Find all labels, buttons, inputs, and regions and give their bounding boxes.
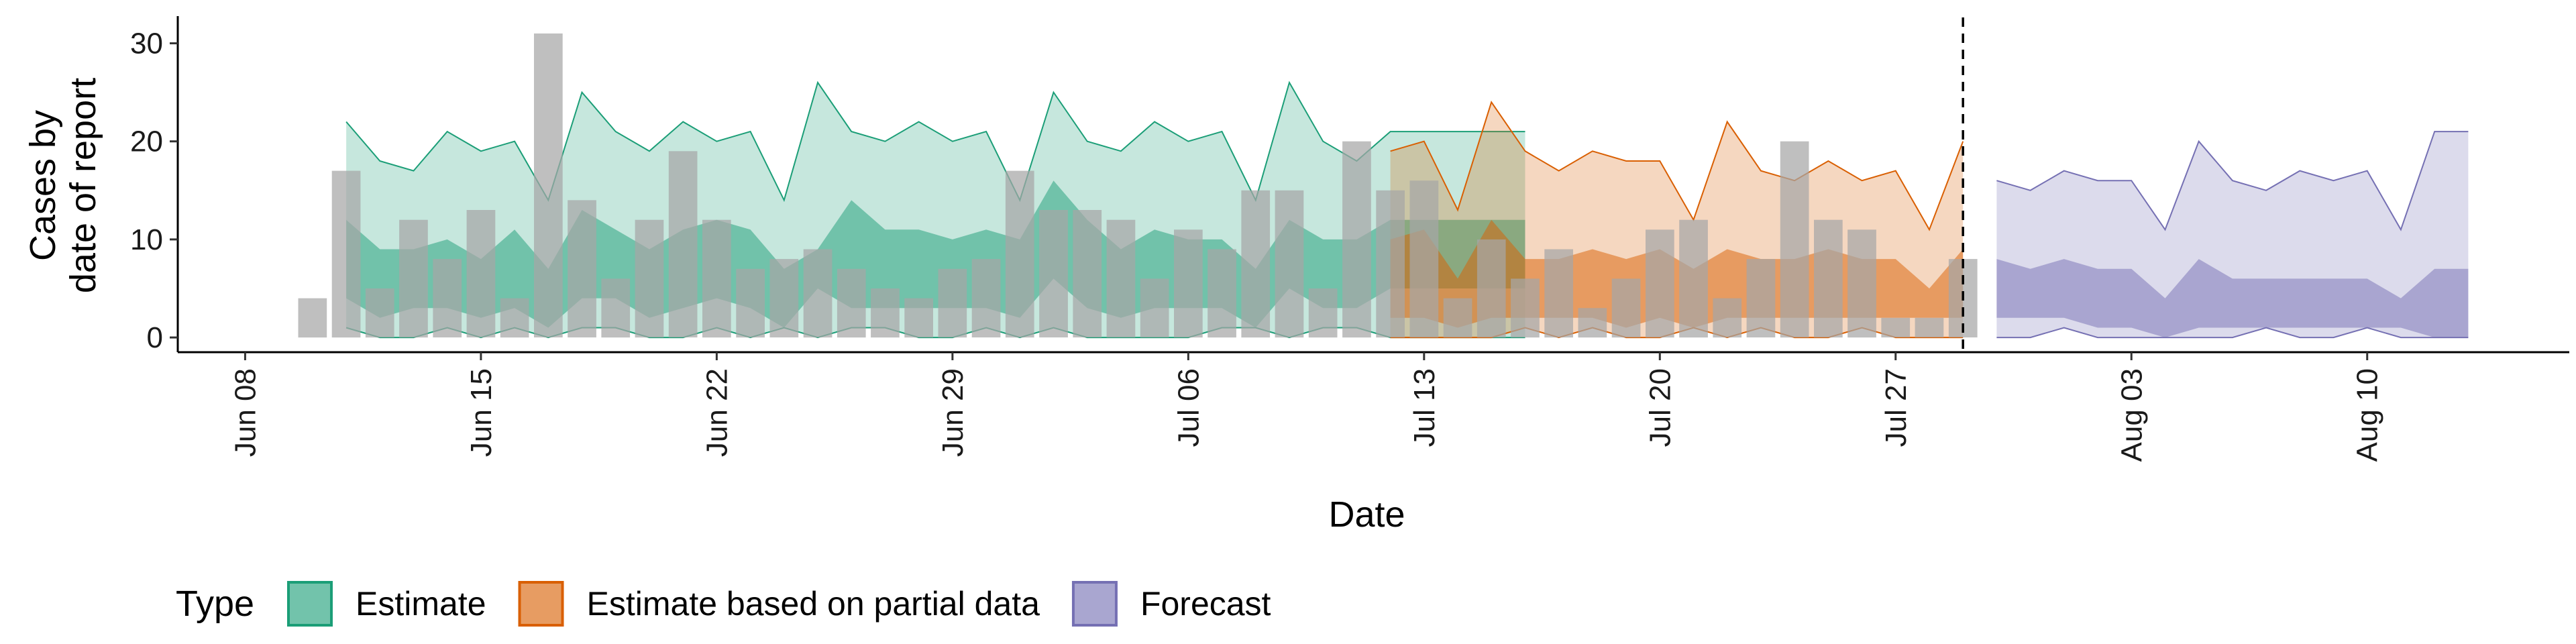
observed-bar (1241, 190, 1271, 338)
observed-bar (668, 151, 698, 338)
legend-label-estimate: Estimate (356, 585, 486, 623)
observed-bar (837, 268, 866, 338)
x-tick-label: Aug 10 (2351, 368, 2384, 462)
y-tick-label: 20 (130, 125, 163, 158)
x-tick-label: Jun 29 (936, 368, 969, 457)
legend-label-forecast: Forecast (1140, 585, 1271, 623)
y-tick-label: 30 (130, 28, 163, 60)
observed-bar (399, 219, 428, 338)
y-tick-label: 10 (130, 223, 163, 256)
observed-bar (1208, 249, 1236, 338)
observed-bar (500, 298, 529, 338)
legend-title: Type (176, 584, 254, 624)
observed-bar (1073, 210, 1102, 337)
observed-bar (365, 288, 394, 338)
y-axis-title-line: date of report (63, 78, 103, 293)
y-axis-title-line: Cases by (23, 110, 63, 261)
observed-bar (769, 259, 799, 337)
plot-area (298, 17, 2469, 352)
observed-bar (1376, 190, 1405, 338)
observed-bar (1847, 229, 1876, 338)
forecast-outer-lower-line (1996, 327, 2469, 339)
observed-bar (1544, 249, 1573, 338)
x-tick-label: Jun 15 (465, 368, 498, 457)
observed-bar (736, 268, 765, 338)
observed-bar (1342, 141, 1371, 338)
observed-bar (1140, 278, 1169, 338)
observed-bar (1308, 288, 1338, 338)
observed-bar (1611, 278, 1641, 338)
axes: 0 10 20 30 Jun 08 Jun 15 Jun 22 Jun 29 Jul 06 Jul… (23, 16, 2569, 535)
observed-bar (871, 288, 900, 338)
observed-bar (1713, 298, 1742, 338)
x-tick-label: Jul 13 (1408, 368, 1441, 447)
observed-bar (1646, 229, 1674, 338)
observed-bar (1005, 170, 1034, 338)
y-tick-label: 0 (147, 321, 163, 354)
observed-bar (331, 170, 361, 338)
observed-bar (1443, 298, 1472, 338)
observed-bar (568, 200, 596, 337)
observed-bar (1814, 219, 1843, 338)
observed-bar (803, 249, 833, 338)
observed-bar (1106, 219, 1136, 338)
observed-bar (702, 219, 731, 338)
observed-bar (1578, 308, 1607, 338)
observed-bar (1174, 229, 1203, 338)
x-axis-title: Date (1328, 494, 1405, 535)
x-tick-label: Jul 27 (1880, 368, 1913, 447)
observed-bar (971, 259, 1001, 337)
observed-bar (1780, 141, 1809, 338)
observed-bar (433, 259, 462, 337)
observed-bar (1746, 259, 1776, 337)
estimate-based-on-partial-data-outer-upper-line (1390, 101, 1964, 231)
forecast-inner-area (1996, 259, 2469, 338)
x-tick-label: Jul 06 (1172, 368, 1205, 447)
legend: Type Estimate Estimate based on partial da… (176, 581, 1271, 627)
forecast-outer-upper-line (1996, 131, 2469, 231)
observed-bar (601, 278, 631, 338)
x-tick-label: Jul 20 (1644, 368, 1676, 447)
legend-swatch-forecast (1071, 581, 1118, 627)
x-tick-label: Jun 22 (700, 368, 733, 457)
observed-bar (1039, 210, 1068, 337)
observed-bar (635, 219, 664, 338)
observed-bar (298, 298, 327, 338)
observed-bar (1409, 180, 1439, 338)
observed-bar (1679, 219, 1708, 338)
legend-swatch-estimate (287, 581, 333, 627)
observed-bar (1915, 317, 1944, 337)
x-tick-label: Jun 08 (229, 368, 262, 457)
observed-bar (466, 210, 496, 337)
legend-swatch-estimate-based-on-partial-data (518, 581, 564, 627)
observed-bar (904, 298, 933, 338)
observed-bar (534, 33, 563, 338)
x-tick-label: Aug 03 (2115, 368, 2148, 462)
observed-bar (1511, 278, 1540, 338)
observed-bar (1275, 190, 1304, 338)
observed-bar (1477, 239, 1506, 338)
legend-label-estimate-based-on-partial-data: Estimate based on partial data (587, 585, 1040, 623)
observed-bar (938, 268, 967, 338)
observed-bar (1881, 317, 1911, 337)
